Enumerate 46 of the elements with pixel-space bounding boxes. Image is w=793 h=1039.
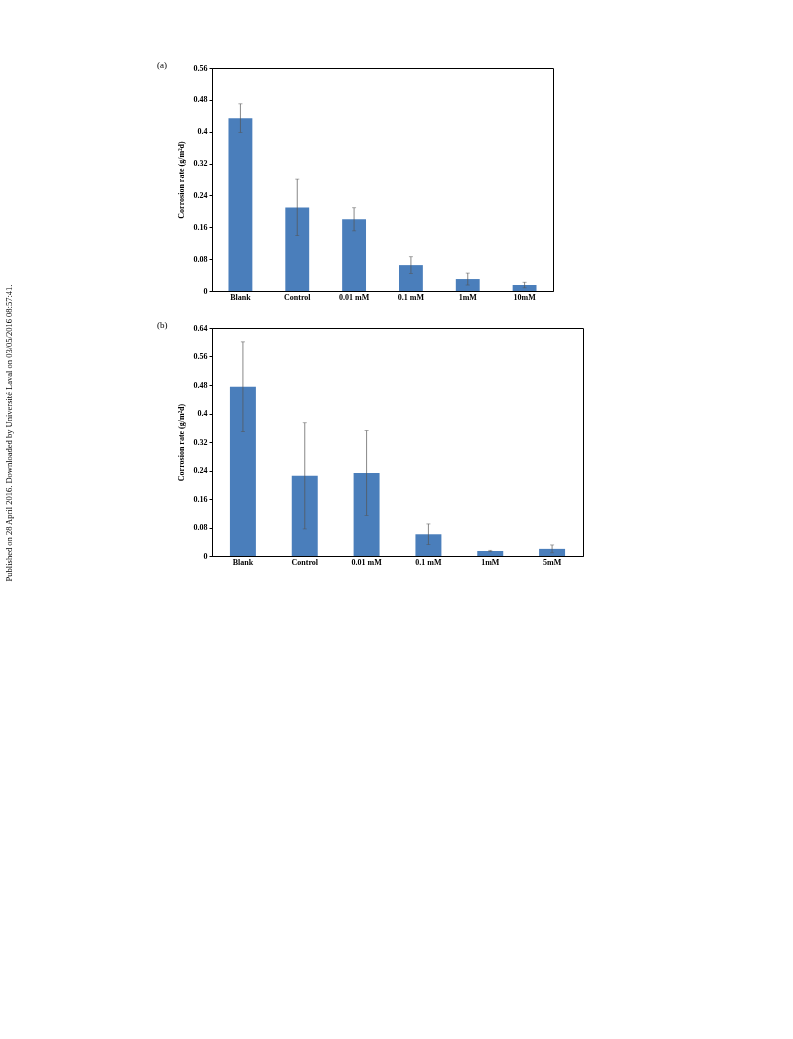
bar — [342, 219, 367, 291]
bar — [229, 386, 256, 556]
y-tick-label: 0 — [203, 286, 208, 296]
bar — [512, 285, 537, 291]
x-tick-label: Control — [283, 292, 312, 302]
y-tick-label: 0.16 — [193, 494, 208, 504]
x-tick-label: 0.01 mM — [351, 557, 383, 567]
x-tick-label: 5mM — [542, 557, 562, 567]
y-tick-label: 0.32 — [193, 159, 208, 169]
x-tick-label: Blank — [232, 557, 254, 567]
bar — [415, 534, 442, 556]
chart-title: (b) — [157, 320, 168, 330]
y-axis-title: Corrosion rate (g/m²d) — [176, 403, 186, 482]
x-tick-label: Control — [291, 557, 319, 567]
bar — [455, 279, 480, 291]
y-tick-label: 0.24 — [193, 190, 208, 200]
bar — [291, 475, 318, 556]
y-tick-label: 0.56 — [193, 63, 208, 73]
y-tick-label: 0.16 — [193, 222, 208, 232]
y-tick-label: 0.4 — [197, 409, 208, 418]
x-tick-label: 1mM — [481, 557, 500, 567]
x-tick-label: 10mM — [513, 292, 537, 302]
bar — [398, 265, 423, 291]
y-axis-title: Corrosion rate (g/m²d) — [176, 141, 186, 219]
y-tick-label: 0.48 — [193, 380, 208, 390]
bar — [539, 548, 566, 556]
y-tick-label: 0.56 — [193, 352, 208, 361]
x-tick-label: 0.1 mM — [397, 292, 425, 302]
y-tick-label: 0.08 — [193, 254, 208, 264]
y-tick-label: 0.08 — [193, 523, 208, 532]
y-tick-label: 0.24 — [193, 466, 208, 475]
x-tick-label: Blank — [230, 292, 252, 302]
chart-title: (a) — [157, 60, 167, 70]
x-tick-label: 0.01 mM — [338, 292, 370, 302]
y-tick-label: 0.32 — [193, 437, 208, 447]
x-tick-label: 0.1 mM — [415, 557, 442, 567]
y-tick-label: 0.4 — [197, 127, 208, 137]
bar — [353, 472, 380, 556]
bar — [228, 118, 253, 291]
text: Published on 28 April 2016. Downloaded by Université Laval on 03/05/2016 08:57:41. — [4, 284, 14, 582]
bar — [477, 551, 504, 556]
bar — [285, 207, 310, 291]
y-tick-label: 0.64 — [193, 323, 208, 333]
y-tick-label: 0.48 — [193, 95, 208, 105]
y-tick-label: 0 — [203, 551, 208, 561]
x-tick-label: 1mM — [458, 292, 478, 302]
